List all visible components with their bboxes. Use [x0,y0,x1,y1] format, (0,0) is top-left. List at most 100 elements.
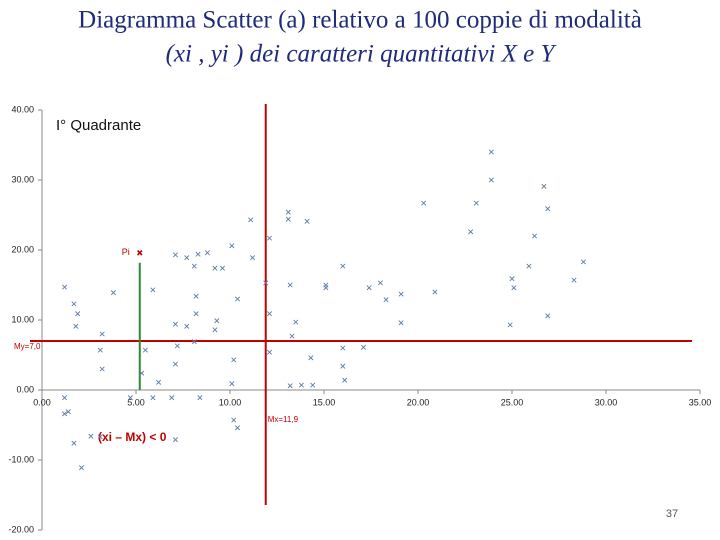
chart-subtitle: (xi , yi ) dei caratteri quantitativi X … [166,41,558,68]
point [488,177,494,183]
x-tick-label: 25.00 [501,397,524,407]
point [174,343,180,349]
point [65,409,71,415]
point [195,251,201,257]
point [473,200,479,206]
point [184,255,190,261]
point [150,287,156,293]
point [169,395,175,401]
point [377,280,383,286]
quadrant-label: I° Quadrante [56,117,141,134]
y-tick-label: 10.00 [11,314,34,324]
point [340,363,346,369]
point [62,284,68,290]
point [231,357,237,363]
point [142,347,148,353]
y-tick-label: -10.00 [8,454,34,464]
point [172,252,178,258]
point [266,311,272,317]
point [398,291,404,297]
mean-y-label: My=7,0 [14,342,41,351]
y-tick-label: -20.00 [8,524,34,534]
point [231,417,237,423]
point-label: Pi [122,247,130,257]
point [97,347,103,353]
point [398,320,404,326]
point [229,243,235,249]
chart-title: Diagramma Scatter (a) relativo a 100 cop… [78,7,642,34]
x-tick-label: 5.00 [127,397,145,407]
point [193,311,199,317]
point [172,361,178,367]
point [532,233,538,239]
point [323,285,329,291]
point [308,355,314,361]
point [136,250,143,256]
point [287,383,293,389]
page-number: 37 [666,508,678,520]
point [184,323,190,329]
point [263,280,269,286]
point [150,395,156,401]
point [75,311,81,317]
point [340,263,346,269]
x-tick-label: 10.00 [219,397,242,407]
point [541,183,547,189]
point [266,349,272,355]
point [366,285,372,291]
point [285,209,291,215]
point [235,296,241,302]
point [197,395,203,401]
point [545,206,551,212]
mean-x-label: Mx=11,9 [268,415,299,424]
point [219,265,225,271]
point [193,293,199,299]
y-tick-label: 20.00 [11,244,34,254]
point [545,313,551,319]
point [62,395,68,401]
y-tick-label: 40.00 [11,104,34,114]
point [99,331,105,337]
point [507,322,513,328]
point [62,411,68,417]
point [298,382,304,388]
point [488,149,494,155]
x-tick-label: 30.00 [595,397,618,407]
point [421,200,427,206]
point [99,366,105,372]
point [511,285,517,291]
point [526,263,532,269]
point [214,318,220,324]
point [172,437,178,443]
point [191,339,197,345]
point [310,382,316,388]
y-tick-label: 30.00 [11,174,34,184]
point [78,465,84,471]
point [360,344,366,350]
point [212,265,218,271]
point [97,434,103,440]
point [304,218,310,224]
point [156,379,162,385]
y-tick-label: 0.00 [16,384,34,394]
deviation-note: (xi – Mx) < 0 [98,430,167,444]
point [340,345,346,351]
point [342,377,348,383]
point [212,327,218,333]
point [285,216,291,222]
point [172,321,178,327]
x-tick-label: 0.00 [33,397,51,407]
x-tick-label: 15.00 [313,397,336,407]
point [110,290,116,296]
point [571,277,577,283]
point [127,395,133,401]
point [580,259,586,265]
point [204,250,210,256]
point [289,333,295,339]
point [468,229,474,235]
x-tick-label: 20.00 [407,397,430,407]
point [191,263,197,269]
point [509,276,515,282]
point [266,235,272,241]
